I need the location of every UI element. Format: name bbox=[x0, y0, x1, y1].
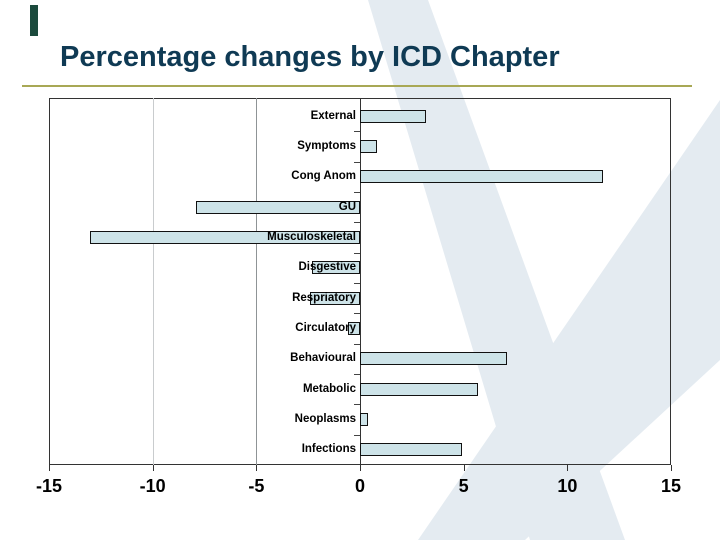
category-label: Neoplasms bbox=[294, 413, 356, 426]
x-axis-tick bbox=[463, 465, 465, 471]
bar-neoplasms bbox=[360, 413, 369, 427]
category-axis-tick bbox=[354, 161, 360, 163]
gridline bbox=[152, 98, 154, 465]
x-axis-label: 5 bbox=[458, 476, 469, 496]
bar-external bbox=[360, 109, 427, 123]
x-axis-tick bbox=[567, 465, 569, 471]
category-label: Respriatory bbox=[292, 291, 356, 304]
category-label: Metabolic bbox=[302, 382, 356, 395]
category-axis-tick bbox=[354, 374, 360, 376]
x-axis-label: 10 bbox=[557, 476, 578, 496]
category-axis-tick bbox=[354, 434, 360, 436]
category-label: Disgestive bbox=[298, 261, 356, 274]
gridline bbox=[256, 98, 258, 465]
category-label: Infections bbox=[301, 443, 356, 456]
category-axis-tick bbox=[354, 252, 360, 254]
category-label: GU bbox=[338, 200, 356, 213]
bar-infections bbox=[360, 443, 462, 457]
category-label: Symptoms bbox=[297, 139, 356, 152]
swoosh-band-ascending bbox=[418, 100, 720, 540]
bar-disgestive bbox=[312, 261, 360, 275]
x-axis-tick bbox=[49, 465, 50, 471]
category-axis-tick bbox=[354, 404, 360, 406]
category-label: Circulatory bbox=[295, 322, 356, 335]
category-label: Cong Anom bbox=[291, 170, 356, 183]
x-axis-label: -15 bbox=[35, 476, 63, 496]
x-axis-tick bbox=[256, 465, 258, 471]
x-axis-label: -5 bbox=[248, 476, 265, 496]
category-axis-tick bbox=[354, 282, 360, 284]
category-label: Musculoskeletal bbox=[267, 230, 356, 243]
title-underline bbox=[22, 85, 692, 87]
bar-respriatory bbox=[310, 291, 360, 305]
bar-symptoms bbox=[360, 139, 377, 153]
bar-metabolic bbox=[360, 382, 479, 396]
bar-chart: External Symptoms Cong Anom GU Musculoskelet… bbox=[36, 98, 681, 496]
category-axis-tick bbox=[354, 191, 360, 193]
bar-cong-anom bbox=[360, 170, 603, 184]
bar-circulatory bbox=[347, 322, 360, 336]
x-axis-label: -10 bbox=[139, 476, 166, 496]
x-axis-label: 15 bbox=[660, 476, 682, 496]
zero-axis-line bbox=[360, 98, 361, 465]
accent-bar bbox=[30, 5, 38, 36]
x-axis-tick bbox=[152, 465, 154, 471]
category-axis-tick bbox=[354, 131, 360, 133]
bar-behavioural bbox=[360, 352, 508, 366]
category-axis-tick bbox=[354, 222, 360, 224]
bar-musculoskeletal bbox=[90, 230, 360, 244]
x-axis-tick bbox=[360, 465, 361, 471]
x-axis-label: 0 bbox=[354, 476, 366, 496]
bar-gu bbox=[196, 200, 360, 214]
category-axis-tick bbox=[354, 313, 360, 315]
slide-title: Percentage changes by ICD Chapter bbox=[60, 41, 560, 73]
category-label: Behavioural bbox=[290, 352, 356, 365]
x-axis-tick bbox=[671, 465, 672, 471]
category-label: External bbox=[310, 109, 356, 122]
category-axis-tick bbox=[354, 343, 360, 345]
